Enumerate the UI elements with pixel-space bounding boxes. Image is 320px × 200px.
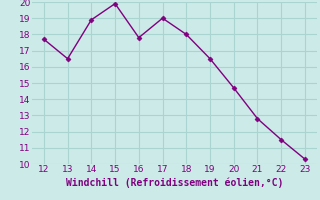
X-axis label: Windchill (Refroidissement éolien,°C): Windchill (Refroidissement éolien,°C) — [66, 177, 283, 188]
